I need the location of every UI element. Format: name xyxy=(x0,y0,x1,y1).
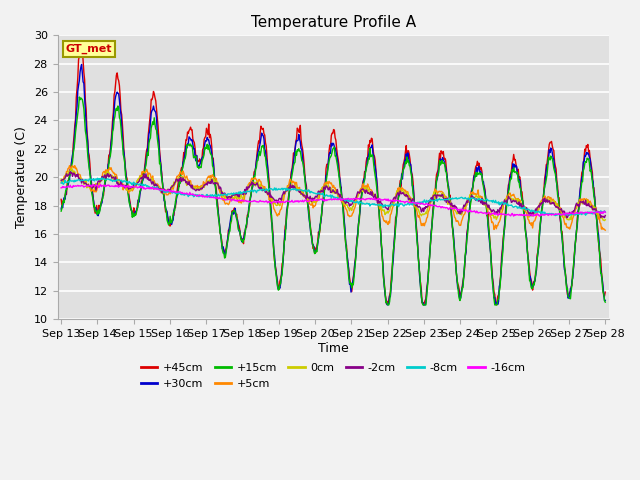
0cm xyxy=(179,174,187,180)
-2cm xyxy=(67,169,74,175)
+30cm xyxy=(179,160,187,166)
+5cm xyxy=(124,187,132,192)
Y-axis label: Temperature (C): Temperature (C) xyxy=(15,126,28,228)
-16cm xyxy=(67,184,75,190)
-8cm xyxy=(400,203,408,209)
+5cm xyxy=(71,163,79,168)
+15cm xyxy=(602,300,609,305)
Legend: +45cm, +30cm, +15cm, +5cm, 0cm, -2cm, -8cm, -16cm: +45cm, +30cm, +15cm, +5cm, 0cm, -2cm, -8… xyxy=(136,359,530,393)
+5cm xyxy=(179,168,187,174)
+5cm xyxy=(400,187,408,192)
-2cm xyxy=(208,177,216,182)
-2cm xyxy=(601,215,609,220)
+45cm xyxy=(602,289,609,295)
+15cm xyxy=(67,168,75,173)
+45cm xyxy=(400,159,408,165)
+15cm xyxy=(208,153,216,158)
Text: GT_met: GT_met xyxy=(66,44,112,54)
+5cm xyxy=(416,216,424,221)
0cm xyxy=(58,176,65,182)
+15cm xyxy=(417,286,424,291)
Title: Temperature Profile A: Temperature Profile A xyxy=(251,15,416,30)
-2cm xyxy=(602,213,609,218)
0cm xyxy=(208,178,216,184)
+45cm xyxy=(420,302,428,308)
+45cm xyxy=(124,181,132,187)
0cm xyxy=(400,191,408,196)
+5cm xyxy=(58,180,65,185)
0cm xyxy=(68,166,76,171)
+45cm xyxy=(67,164,75,169)
+15cm xyxy=(76,94,83,100)
-8cm xyxy=(98,175,106,180)
-16cm xyxy=(536,213,543,219)
-16cm xyxy=(97,181,104,187)
-2cm xyxy=(179,175,187,181)
-2cm xyxy=(400,192,408,197)
+30cm xyxy=(77,61,85,67)
-8cm xyxy=(208,192,216,198)
-2cm xyxy=(68,169,76,175)
+30cm xyxy=(67,166,75,172)
0cm xyxy=(67,167,75,172)
+5cm xyxy=(602,228,609,233)
-16cm xyxy=(416,201,424,206)
+30cm xyxy=(602,298,609,303)
Line: +30cm: +30cm xyxy=(61,64,605,305)
+30cm xyxy=(58,206,65,212)
+45cm xyxy=(77,45,84,51)
-16cm xyxy=(58,185,65,191)
-8cm xyxy=(602,209,609,215)
Line: +15cm: +15cm xyxy=(61,97,605,305)
0cm xyxy=(124,184,132,190)
-2cm xyxy=(124,183,132,189)
+45cm xyxy=(58,196,65,202)
0cm xyxy=(602,217,609,223)
0cm xyxy=(416,212,424,217)
+45cm xyxy=(416,276,424,282)
-16cm xyxy=(208,194,216,200)
+45cm xyxy=(179,158,187,164)
-16cm xyxy=(179,191,187,196)
+45cm xyxy=(208,144,216,150)
+5cm xyxy=(208,173,216,179)
+30cm xyxy=(383,302,391,308)
-8cm xyxy=(124,180,132,185)
+15cm xyxy=(58,208,65,214)
-8cm xyxy=(552,213,559,218)
+30cm xyxy=(208,152,216,157)
+15cm xyxy=(124,188,132,193)
-16cm xyxy=(124,183,132,189)
Line: -8cm: -8cm xyxy=(61,178,605,216)
-2cm xyxy=(416,204,424,210)
-8cm xyxy=(67,178,75,183)
0cm xyxy=(601,218,609,224)
-16cm xyxy=(400,199,408,204)
Line: -2cm: -2cm xyxy=(61,172,605,217)
Line: -16cm: -16cm xyxy=(61,184,605,216)
-8cm xyxy=(179,192,187,198)
Line: +5cm: +5cm xyxy=(61,166,605,230)
Line: 0cm: 0cm xyxy=(61,168,605,221)
-8cm xyxy=(416,199,424,205)
Line: +45cm: +45cm xyxy=(61,48,605,305)
+15cm xyxy=(179,164,187,169)
+5cm xyxy=(67,167,75,172)
+30cm xyxy=(401,157,408,163)
+30cm xyxy=(417,284,424,290)
+15cm xyxy=(401,164,408,170)
X-axis label: Time: Time xyxy=(318,342,349,355)
-16cm xyxy=(602,209,609,215)
-2cm xyxy=(58,178,65,183)
+30cm xyxy=(124,188,132,193)
-8cm xyxy=(58,180,65,186)
+15cm xyxy=(384,302,392,308)
